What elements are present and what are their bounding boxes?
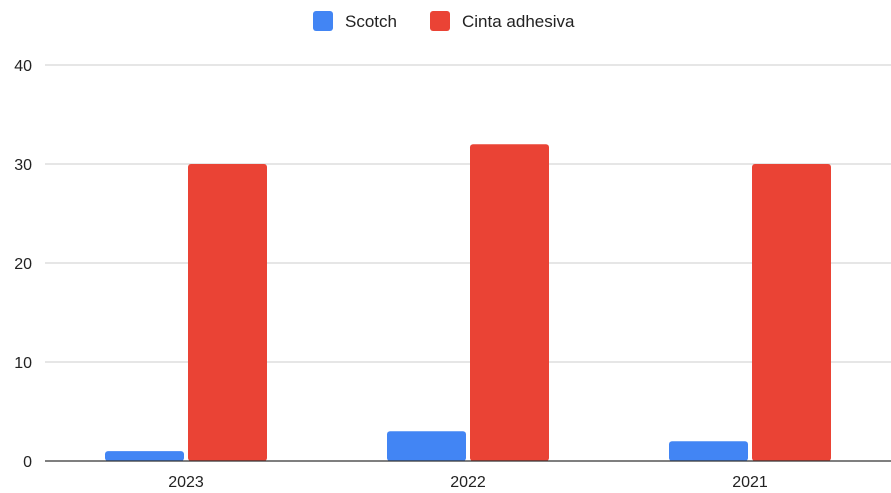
bar-scotch-2022[interactable] — [387, 431, 466, 461]
legend: Scotch Cinta adhesiva — [313, 11, 575, 31]
y-tick-label: 0 — [23, 454, 32, 471]
gridlines — [45, 64, 891, 363]
bar-scotch-2023[interactable] — [105, 451, 184, 461]
legend-swatch-cinta-adhesiva[interactable] — [430, 11, 450, 31]
bar-cinta-adhesiva-2021[interactable] — [752, 164, 831, 461]
bar-cinta-adhesiva-2023[interactable] — [188, 164, 267, 461]
x-tick-label: 2023 — [168, 474, 204, 488]
y-tick-label: 10 — [14, 355, 32, 372]
legend-label[interactable]: Scotch — [345, 12, 397, 31]
x-tick-label: 2021 — [732, 474, 768, 488]
y-tick-label: 40 — [14, 58, 32, 75]
y-axis: 0 10 20 30 40 — [14, 58, 32, 471]
y-tick-label: 30 — [14, 157, 32, 174]
bar-scotch-2021[interactable] — [669, 441, 748, 461]
y-tick-label: 20 — [14, 256, 32, 273]
x-tick-label: 2022 — [450, 474, 486, 488]
x-axis: 2023 2022 2021 — [45, 460, 891, 491]
bars — [105, 144, 831, 461]
legend-label[interactable]: Cinta adhesiva — [462, 12, 575, 31]
legend-swatch-scotch[interactable] — [313, 11, 333, 31]
bar-cinta-adhesiva-2022[interactable] — [470, 144, 549, 461]
